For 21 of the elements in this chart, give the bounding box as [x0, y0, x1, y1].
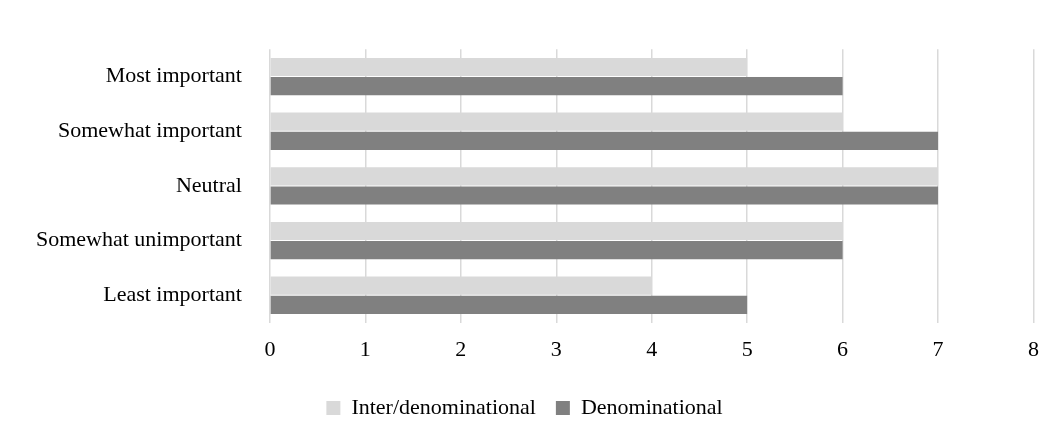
bar	[270, 77, 843, 96]
bar	[270, 295, 748, 314]
y-tick-label: Most important	[105, 62, 242, 88]
x-tick-label: 5	[741, 335, 753, 361]
x-tick-label: 8	[1028, 335, 1039, 361]
x-tick-label: 3	[550, 335, 562, 361]
y-tick-label: Neutral	[175, 171, 242, 197]
legend-label: Inter/denominational	[351, 393, 536, 419]
legend-label: Denominational	[580, 393, 723, 419]
y-tick-label: Somewhat important	[58, 117, 242, 142]
y-tick-label: Least important	[103, 281, 242, 307]
bar	[270, 241, 843, 260]
x-tick-label: 0	[264, 335, 276, 361]
bar	[270, 186, 939, 205]
x-tick-label: 6	[837, 335, 849, 361]
y-tick-label: Somewhat unimportant	[36, 226, 242, 252]
x-tick-label: 1	[359, 335, 371, 361]
x-tick-label: 7	[932, 335, 944, 361]
bar	[270, 131, 939, 150]
x-tick-label: 4	[646, 335, 658, 361]
x-tick-label: 2	[455, 335, 467, 361]
